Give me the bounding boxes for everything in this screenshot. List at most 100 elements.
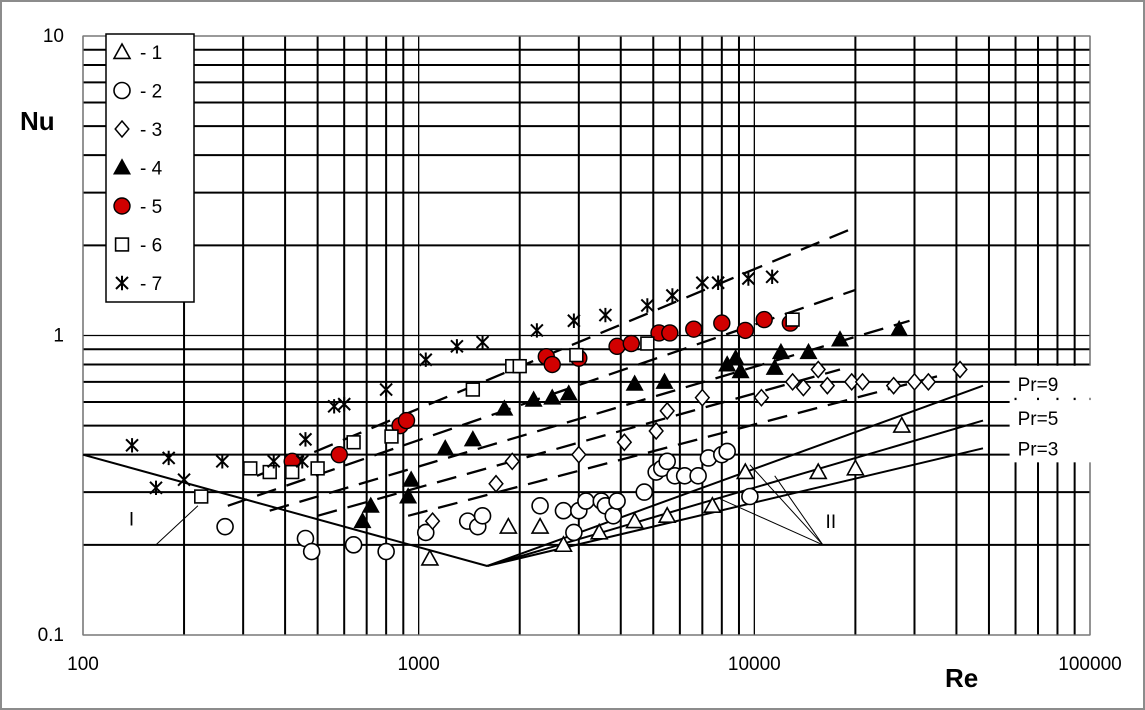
data-point-series-7	[379, 382, 393, 397]
data-point-series-2	[416, 523, 435, 542]
series-4	[353, 319, 909, 529]
data-point-series-3	[694, 388, 711, 407]
annotations: Pr=9Pr=5Pr=3I II	[129, 365, 1110, 533]
legend: - 1 - 2 - 3 - 4 - 5 - 6 - 7	[105, 33, 195, 303]
data-point-series-6	[346, 435, 361, 450]
legend-label: - 2	[140, 82, 162, 103]
data-point-series-6	[640, 336, 655, 351]
data-point-series-7	[177, 472, 191, 487]
data-point-series-4	[495, 399, 514, 416]
dashed-fit-line	[256, 226, 856, 477]
data-point-series-1	[554, 535, 573, 553]
data-point-series-6	[384, 429, 399, 444]
axes: Nu Re 100 1000 10000 100000 0.1 1 10	[20, 26, 1122, 693]
data-point-series-1	[589, 522, 609, 540]
data-point-series-2	[473, 507, 492, 525]
data-point-series-7	[295, 454, 309, 469]
data-point-series-1	[892, 416, 912, 433]
data-point-series-2	[302, 542, 321, 561]
data-point-series-2	[554, 501, 573, 520]
data-point-series-1	[420, 548, 440, 566]
annotation-background	[1009, 430, 1110, 463]
data-point-series-5	[685, 320, 703, 338]
legend-label: - 6	[140, 236, 162, 257]
legend-marker	[112, 42, 132, 60]
data-point-series-2	[608, 492, 626, 510]
legend-entry: - 1	[112, 42, 162, 64]
series-1	[420, 416, 912, 566]
annotation-label: I	[129, 509, 134, 530]
data-point-series-7	[298, 432, 313, 447]
data-point-series-2	[531, 497, 549, 515]
annotation-label: Pr=3	[1018, 439, 1059, 460]
data-point-series-3	[952, 360, 968, 379]
legend-label: - 1	[140, 43, 162, 64]
data-point-series-7	[598, 307, 613, 323]
annotation-background	[1009, 400, 1110, 433]
data-point-series-5	[755, 310, 773, 329]
data-point-series-3	[784, 372, 801, 392]
data-point-series-3	[504, 452, 521, 471]
x-tick-label: 10000	[728, 654, 781, 675]
solid-reference-line	[82, 453, 488, 567]
data-point-series-5	[661, 324, 679, 342]
data-point-series-7	[125, 438, 139, 453]
data-point-series-4	[655, 372, 674, 389]
data-point-series-5	[330, 445, 348, 464]
y-tick-label: 1	[53, 326, 64, 347]
data-points	[125, 269, 968, 566]
data-point-series-2	[344, 536, 363, 554]
data-point-series-4	[559, 384, 578, 401]
x-axis-label: Re	[945, 663, 978, 693]
series-3	[424, 360, 968, 531]
annotation-leader-line	[719, 498, 824, 546]
legend-entry: - 2	[113, 82, 162, 103]
data-point-series-7	[215, 454, 230, 469]
annotation-label: Pr=5	[1018, 409, 1059, 430]
solid-reference-line	[486, 419, 984, 567]
legend-marker	[112, 158, 132, 175]
series-5	[283, 310, 800, 471]
data-point-series-7	[267, 454, 281, 469]
legend-label: - 3	[140, 120, 162, 141]
data-point-series-7	[149, 480, 163, 496]
legend-entry: - 5	[113, 197, 162, 218]
legend-entry: - 6	[114, 236, 162, 257]
data-point-series-6	[285, 464, 300, 480]
grid	[82, 35, 1091, 636]
annotation-leader-line	[774, 475, 824, 546]
data-point-series-3	[616, 433, 633, 452]
data-point-series-7	[161, 450, 176, 466]
data-point-series-7	[665, 288, 680, 303]
legend-label: - 4	[140, 159, 163, 180]
y-tick-label: 0.1	[38, 625, 64, 646]
data-point-series-1	[498, 517, 518, 534]
dashed-fit-line	[227, 288, 856, 507]
annotation-label: II	[826, 512, 837, 533]
data-point-series-3	[885, 376, 902, 395]
data-point-series-3	[659, 401, 675, 421]
data-point-series-3	[753, 388, 770, 407]
annotation-leader-line	[119, 505, 199, 546]
data-point-series-3	[819, 376, 836, 395]
data-point-series-3	[648, 421, 664, 441]
legend-entry: - 4	[112, 158, 163, 180]
data-point-series-4	[436, 439, 455, 456]
y-tick-label: 10	[43, 26, 64, 47]
legend-label: - 5	[140, 197, 162, 218]
x-tick-label: 100000	[1058, 654, 1121, 675]
data-point-series-6	[194, 489, 209, 504]
solid-reference-line	[486, 447, 984, 567]
data-point-series-2	[577, 492, 595, 510]
data-point-series-4	[361, 496, 380, 513]
data-point-series-5	[608, 337, 626, 356]
data-point-series-7	[475, 334, 490, 350]
data-point-series-4	[771, 342, 790, 360]
data-point-series-3	[920, 372, 937, 392]
data-point-series-7	[450, 339, 464, 354]
data-point-series-6	[243, 461, 258, 476]
data-point-series-4	[731, 361, 750, 379]
legend-marker	[113, 197, 131, 215]
data-point-series-2	[718, 442, 736, 461]
